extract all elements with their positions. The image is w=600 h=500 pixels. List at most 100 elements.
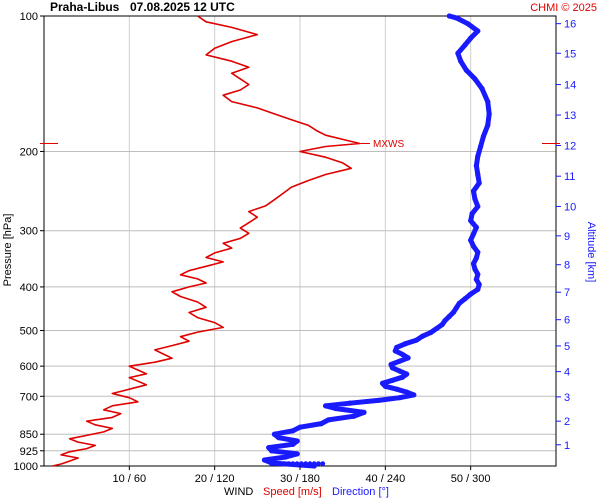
direction-point [470, 231, 477, 237]
direction-point [389, 377, 396, 383]
direction-point [485, 99, 491, 105]
direction-point [347, 400, 353, 406]
station-title: Praha-Libus [50, 0, 120, 14]
direction-point [351, 413, 357, 419]
direction-point [261, 457, 268, 463]
x-tick-label: 50 / 300 [451, 473, 491, 485]
altitude-tick-label: 3 [564, 392, 570, 404]
direction-point [394, 386, 400, 392]
direction-point [303, 461, 309, 467]
direction-point [396, 395, 403, 401]
direction-point [453, 305, 460, 311]
pressure-tick-label: 400 [20, 282, 38, 294]
altitude-tick-label: 7 [564, 287, 570, 299]
direction-point [396, 368, 403, 374]
direction-point [399, 374, 405, 380]
direction-point [396, 358, 403, 364]
x-tick-label: 10 / 60 [113, 473, 147, 485]
direction-point [446, 13, 452, 19]
pressure-tick-label: 200 [20, 146, 38, 158]
direction-point [475, 171, 481, 178]
direction-point [307, 461, 313, 467]
direction-point [388, 361, 394, 368]
altitude-tick-label: 4 [564, 367, 570, 379]
direction-point [468, 291, 474, 297]
direction-point [281, 461, 287, 467]
altitude-tick-label: 14 [564, 80, 576, 92]
altitude-tick-label: 13 [564, 110, 576, 122]
direction-point [379, 380, 386, 386]
direction-point [475, 286, 481, 292]
direction-point [485, 122, 491, 128]
direction-point [453, 15, 460, 21]
direction-point [473, 276, 479, 283]
direction-point [419, 333, 425, 339]
x-tick-label: 20 / 120 [195, 473, 235, 485]
y-axis-title: Pressure [hPa] [2, 214, 14, 287]
direction-point [479, 86, 485, 92]
pressure-tick-label: 850 [20, 429, 38, 441]
datetime-title: 07.08.2025 12 UTC [130, 0, 235, 14]
pressure-tick-label: 700 [20, 391, 38, 403]
direction-point [478, 143, 484, 150]
direction-point [294, 461, 300, 467]
pressure-tick-label: 925 [20, 446, 38, 458]
direction-point [486, 111, 492, 117]
direction-point [476, 281, 482, 288]
x-tick-label: 30 / 180 [280, 473, 320, 485]
direction-point [475, 203, 481, 210]
direction-point [414, 337, 420, 343]
direction-point [404, 389, 410, 395]
direction-point [269, 461, 274, 467]
direction-point [299, 461, 304, 467]
pressure-tick-label: 100 [20, 11, 38, 23]
direction-point [316, 461, 321, 467]
pressure-tick-label: 600 [20, 361, 38, 373]
direction-point [323, 403, 329, 409]
direction-point [290, 428, 296, 434]
y2-axis-title: Altitude [km] [585, 222, 597, 283]
pressure-tick-label: 300 [20, 226, 38, 238]
direction-point [404, 371, 410, 377]
direction-point [402, 341, 408, 347]
direction-point [439, 321, 445, 328]
mxws-label: MXWS [373, 139, 404, 150]
series-layer [52, 13, 492, 469]
direction-point [475, 249, 481, 255]
direction-point [468, 218, 474, 224]
direction-point [286, 461, 292, 467]
altitude-tick-label: 8 [564, 260, 570, 272]
direction-point [475, 153, 481, 159]
direction-point [472, 266, 478, 272]
direction-point [318, 421, 324, 427]
direction-point [271, 431, 277, 437]
speed-series-line [52, 15, 361, 467]
direction-point [468, 35, 474, 41]
direction-point [455, 50, 461, 56]
direction-point [480, 133, 487, 139]
direction-point [468, 237, 474, 243]
direction-point [325, 417, 332, 423]
direction-point [276, 435, 282, 441]
direction-point [405, 355, 411, 361]
direction-point [433, 325, 440, 332]
direction-point [456, 300, 462, 306]
direction-point [469, 211, 475, 217]
direction-point [475, 28, 481, 34]
x-axis-title-wind: WIND [224, 486, 253, 498]
direction-point [472, 196, 478, 202]
x-axis-title-speed: Speed [m/s] [263, 486, 322, 498]
altitude-tick-label: 11 [564, 171, 575, 183]
direction-point [462, 296, 468, 302]
direction-point [473, 255, 479, 261]
direction-point [470, 261, 477, 267]
direction-point [297, 424, 303, 430]
direction-point [451, 309, 457, 315]
x-axis-title-direction: Direction [°] [332, 486, 389, 498]
credit-label: CHMI © 2025 [530, 2, 597, 14]
direction-point [399, 351, 405, 358]
direction-point [442, 317, 448, 324]
altitude-tick-label: 5 [564, 341, 570, 353]
direction-point [470, 188, 477, 194]
